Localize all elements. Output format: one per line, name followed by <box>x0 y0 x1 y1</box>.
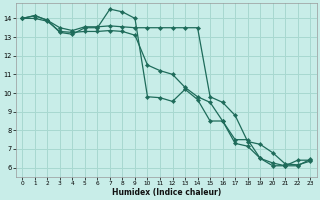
X-axis label: Humidex (Indice chaleur): Humidex (Indice chaleur) <box>112 188 221 197</box>
